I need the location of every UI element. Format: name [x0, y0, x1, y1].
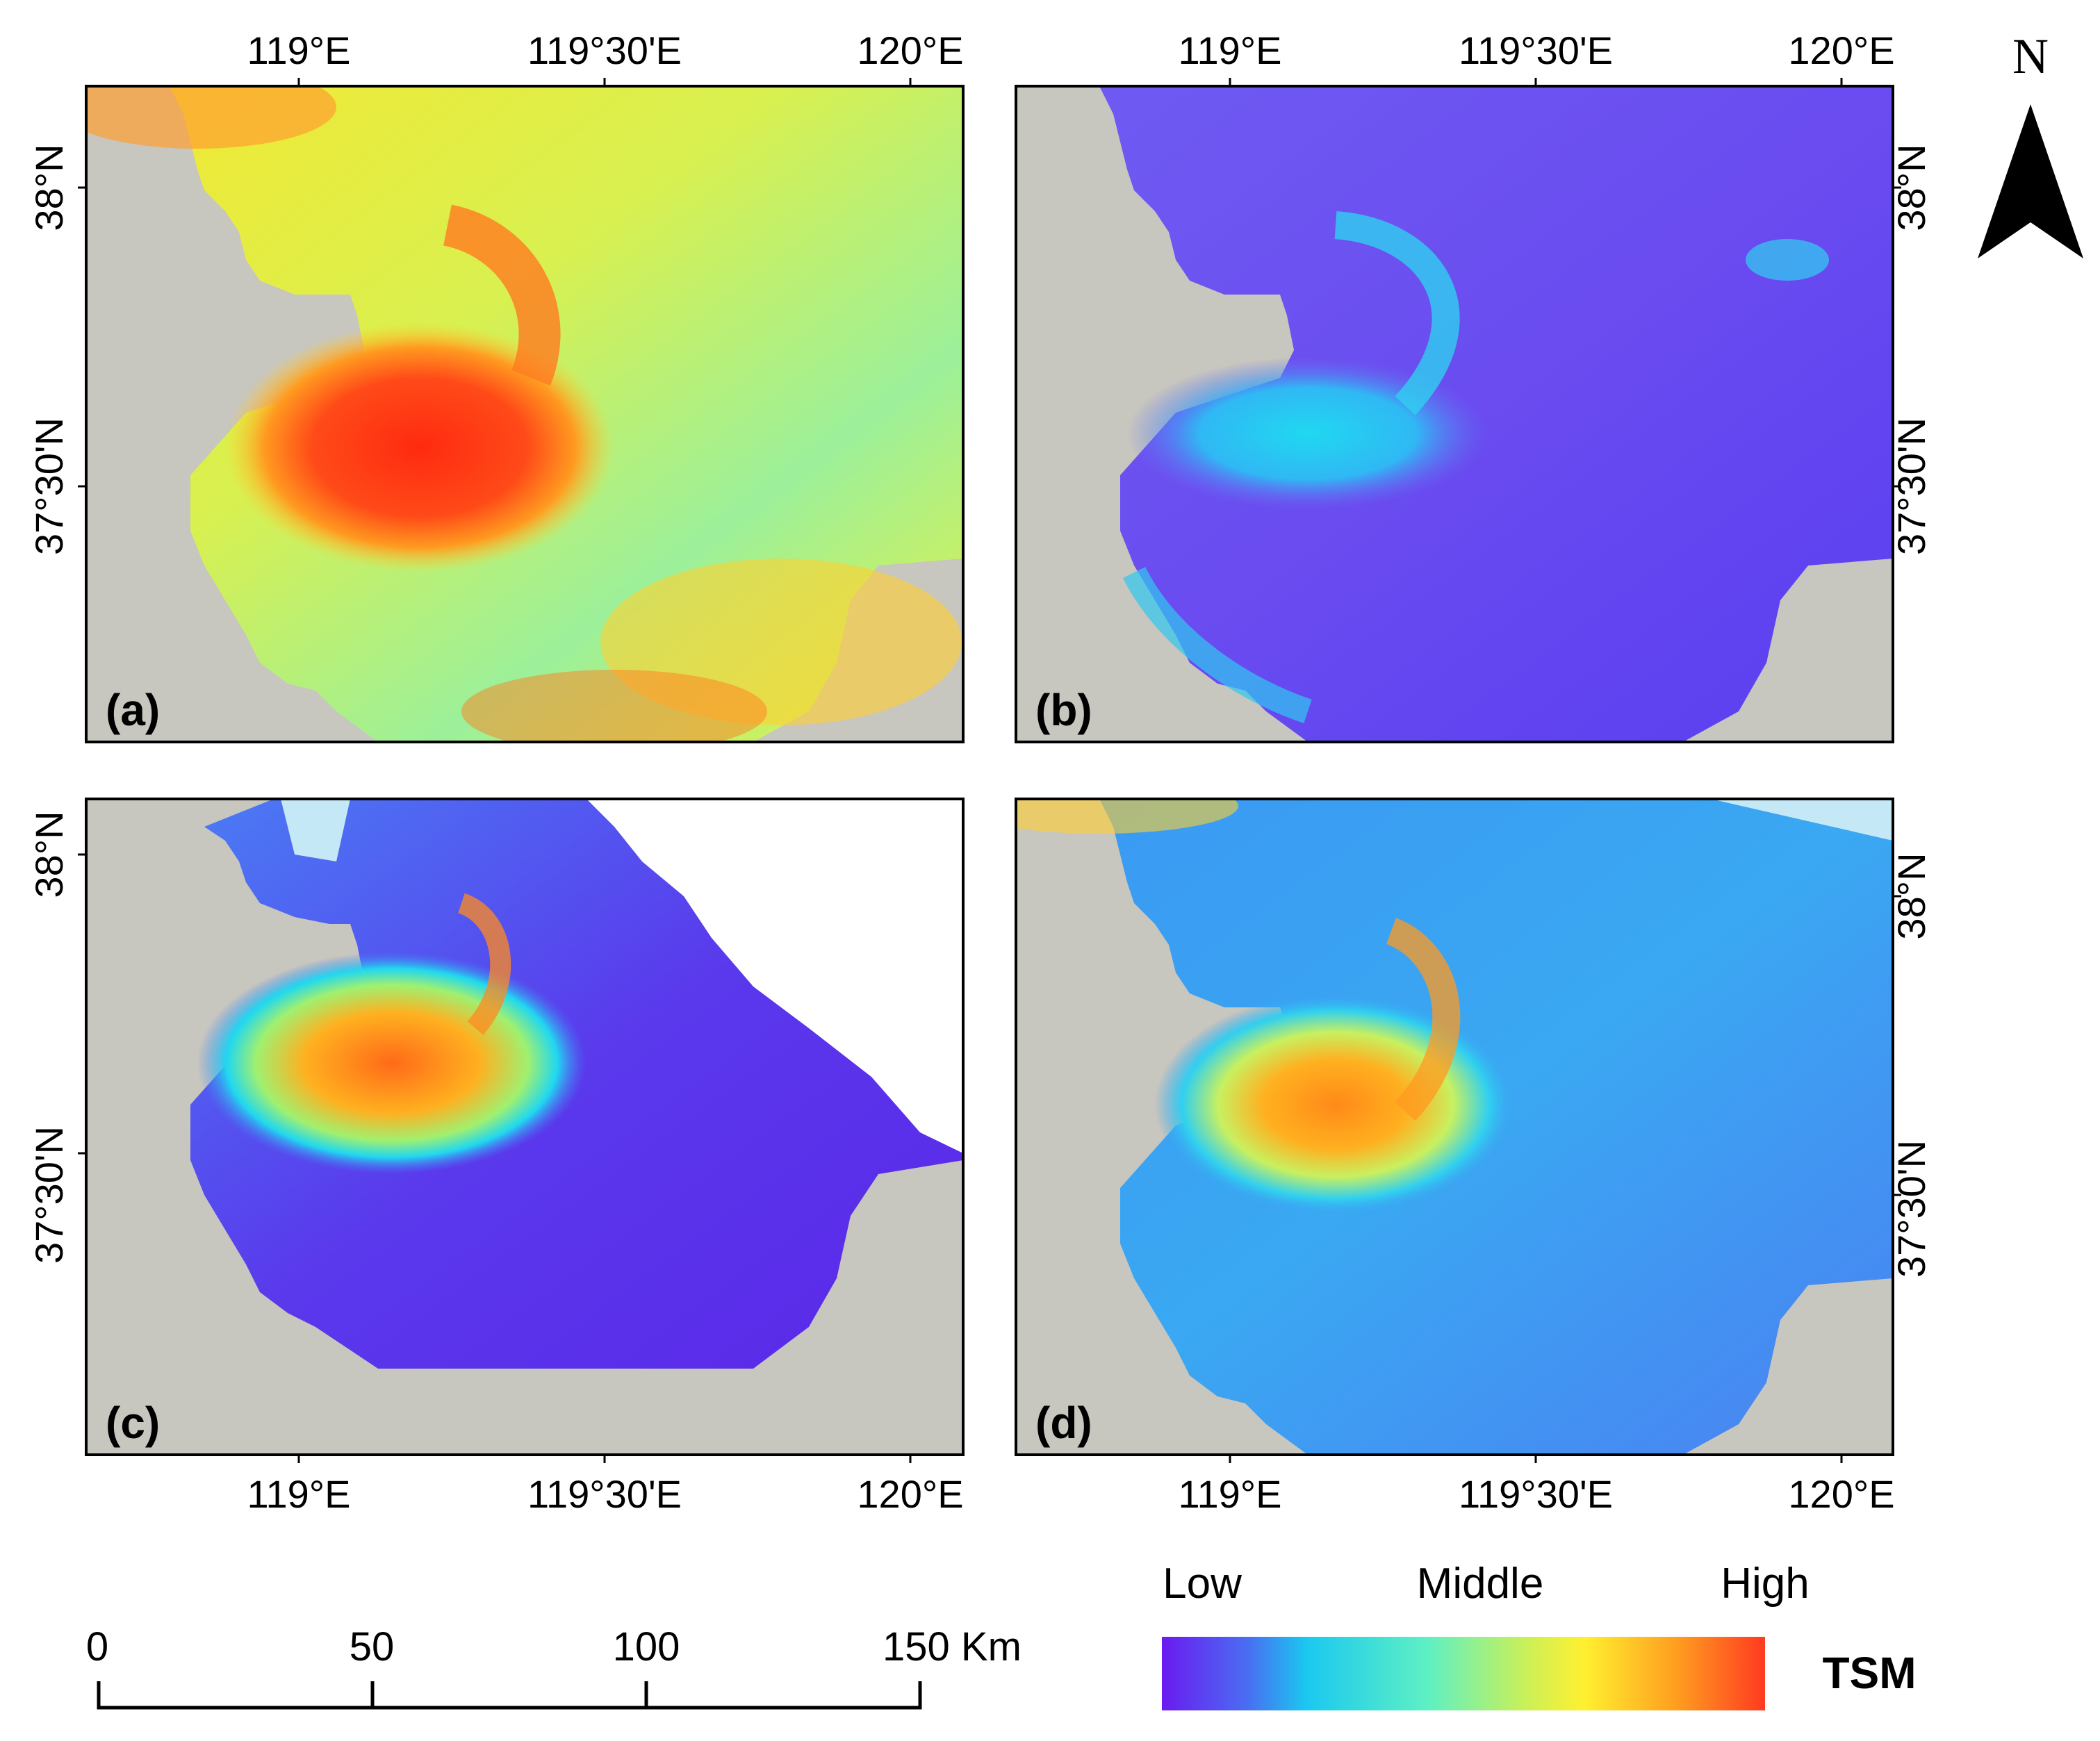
legend-middle-label: Middle — [1417, 1560, 1544, 1608]
panel-frame — [85, 798, 965, 1456]
lon-tick-label: 120°E — [1788, 1472, 1894, 1516]
panel-b: (b) — [1015, 85, 1894, 743]
panel-d: (d) — [1015, 798, 1894, 1456]
sediment-plume-arc — [1334, 211, 1460, 415]
scale-tick-label: 150 Km — [883, 1624, 1022, 1669]
north-label: N — [2012, 28, 2049, 84]
scale-bar: 0 50 100 150 Km — [86, 1624, 1022, 1710]
lat-tick-label: 37°30'N — [27, 1126, 71, 1264]
panel-frame — [1015, 85, 1894, 743]
lon-tick-label: 119°E — [1178, 28, 1281, 72]
lon-tick-label: 120°E — [857, 1472, 963, 1516]
lon-tick-label: 119°E — [1178, 1472, 1281, 1516]
nodata-area — [281, 799, 350, 861]
lat-tick-label: 38°N — [27, 144, 71, 231]
lon-tick-label: 119°E — [247, 28, 350, 72]
sediment-plume — [197, 952, 586, 1174]
panel-label: (d) — [1035, 1398, 1092, 1448]
legend-low-label: Low — [1163, 1560, 1242, 1608]
legend-colorbar — [1162, 1637, 1765, 1710]
sediment-plume-arc — [443, 204, 561, 386]
lat-tick-label: 37°30'N — [27, 418, 71, 555]
lon-tick-label: 120°E — [1788, 28, 1894, 72]
panel-frame — [1015, 798, 1894, 1456]
panel-label: (b) — [1035, 685, 1092, 735]
scale-tick-label: 0 — [86, 1624, 108, 1669]
sediment-plume — [225, 322, 614, 572]
legend-high-label: High — [1721, 1560, 1810, 1608]
lat-tick-label: 38°N — [27, 811, 71, 898]
panel-frame — [85, 85, 965, 743]
legend-title: TSM — [1822, 1648, 1916, 1698]
lon-tick-label: 119°30'E — [527, 1472, 682, 1516]
tick-marks — [78, 78, 1901, 1463]
lon-tick-label: 119°E — [247, 1472, 350, 1516]
lon-tick-label: 120°E — [857, 28, 963, 72]
north-arrow-icon — [1978, 104, 2083, 258]
cloud-mask — [586, 799, 963, 1153]
panel-label: (c) — [106, 1398, 160, 1448]
lat-tick-label: 37°30'N — [1889, 1140, 1933, 1278]
lon-tick-label: 119°30'E — [1459, 28, 1613, 72]
scale-bar-line — [97, 1681, 922, 1710]
legend: Low Middle High TSM — [1162, 1560, 1917, 1710]
lon-tick-label: 119°30'E — [1459, 1472, 1613, 1516]
panel-a: (a) — [85, 85, 965, 743]
scale-tick-label: 100 — [613, 1624, 680, 1669]
north-arrow: N — [1978, 28, 2083, 258]
panel-label: (a) — [106, 685, 160, 735]
panel-c: (c) — [85, 798, 965, 1456]
sediment-plume — [1155, 993, 1516, 1216]
axis-labels: 119°E 119°30'E 120°E 38°N 37°30'N 119°E … — [27, 28, 1933, 1516]
scale-tick-label: 50 — [350, 1624, 395, 1669]
nodata-area — [1711, 799, 1893, 841]
lon-tick-label: 119°30'E — [527, 28, 682, 72]
